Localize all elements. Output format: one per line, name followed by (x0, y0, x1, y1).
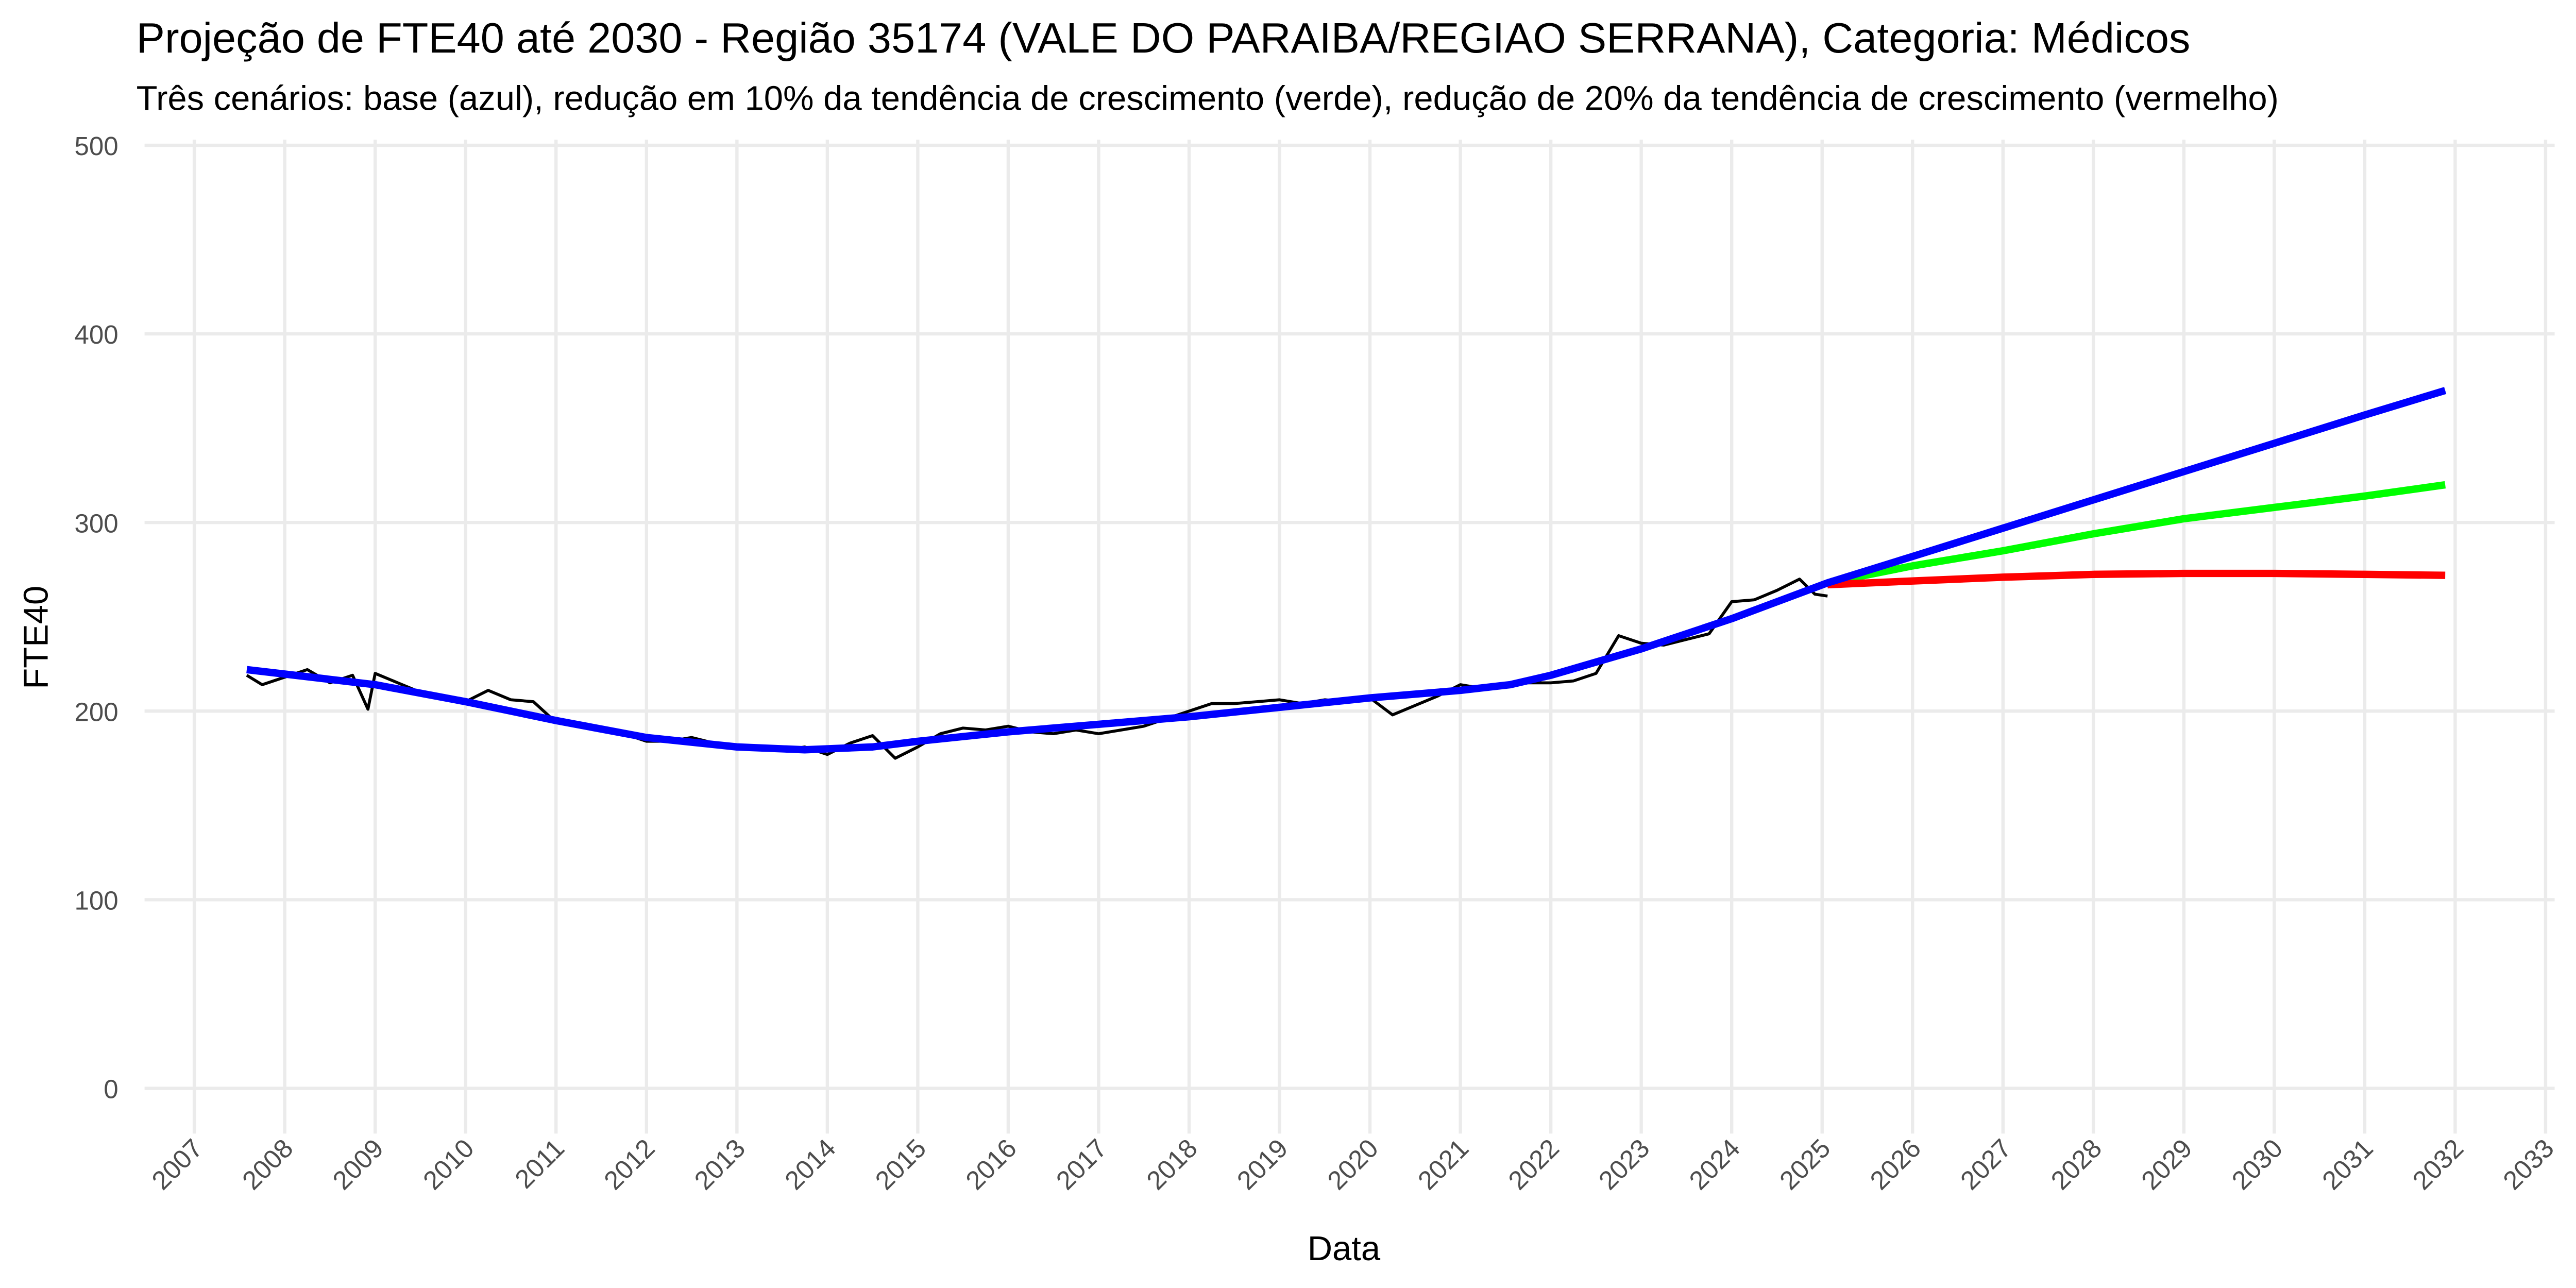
x-axis-label: Data (1308, 1229, 1381, 1268)
y-axis-label: FTE40 (16, 586, 55, 689)
series-line (246, 387, 2447, 754)
series-line (1826, 481, 2446, 587)
y-tick-label: 100 (74, 886, 118, 915)
y-tick-label: 0 (104, 1075, 118, 1104)
grid (144, 140, 2555, 1134)
plot-lines (246, 387, 2447, 760)
y-tick-label: 300 (74, 509, 118, 538)
chart-title: Projeção de FTE40 até 2030 - Região 3517… (137, 14, 2191, 62)
y-tick-label: 500 (74, 131, 118, 161)
series-line (1827, 569, 2446, 589)
y-tick-label: 400 (74, 320, 118, 349)
chart-subtitle: Três cenários: base (azul), redução em 1… (137, 79, 2279, 118)
y-tick-label: 200 (74, 697, 118, 726)
